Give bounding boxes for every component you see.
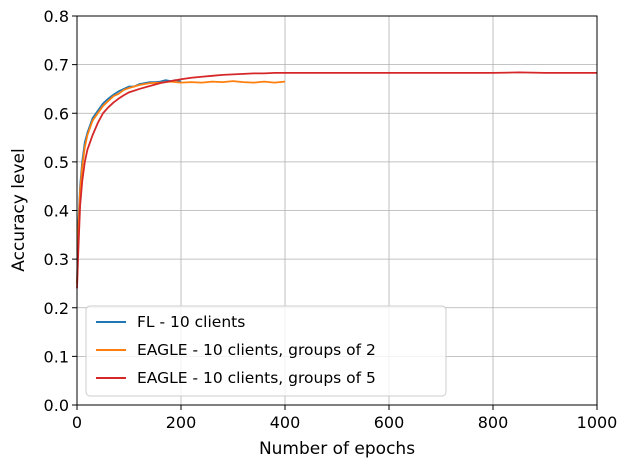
legend-label-1: FL - 10 clients (137, 313, 245, 331)
y-tick-label: 0.2 (44, 299, 69, 318)
x-tick-label: 400 (270, 413, 301, 432)
x-tick-label: 800 (478, 413, 509, 432)
legend-box (85, 305, 447, 397)
x-tick-label: 1000 (577, 413, 618, 432)
x-tick-label: 600 (374, 413, 405, 432)
legend: FL - 10 clients EAGLE - 10 clients, group… (85, 305, 447, 397)
y-tick-label: 0.0 (44, 396, 69, 415)
series-line-2 (76, 80, 286, 284)
legend-label-2: EAGLE - 10 clients, groups of 2 (137, 341, 376, 359)
legend-label-3: EAGLE - 10 clients, groups of 5 (137, 369, 376, 387)
y-axis-label: Accuracy level (9, 148, 29, 271)
y-tick-label: 0.5 (44, 153, 69, 172)
series-line-1 (76, 79, 182, 284)
y-tick-label: 0.7 (44, 56, 69, 75)
y-tick-label: 0.3 (44, 250, 69, 269)
y-tick-label: 0.8 (44, 7, 69, 26)
x-axis-ticks: 0 200 400 600 800 1000 (72, 405, 617, 432)
x-axis-label: Number of epochs (259, 439, 415, 459)
data-series (76, 71, 597, 289)
x-tick-label: 200 (166, 413, 197, 432)
y-tick-label: 0.6 (44, 104, 69, 123)
x-tick-label: 0 (72, 413, 82, 432)
y-axis-ticks: 0.0 0.1 0.2 0.3 0.4 0.5 0.6 0.7 0.8 (44, 7, 77, 415)
series-line-3 (76, 71, 597, 289)
y-tick-label: 0.4 (44, 202, 69, 221)
y-tick-label: 0.1 (44, 347, 69, 366)
